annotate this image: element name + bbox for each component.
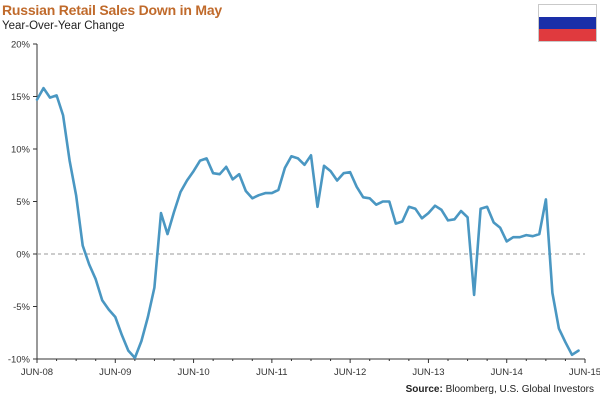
source-label: Source: bbox=[405, 384, 443, 395]
x-tick-label: JUN-15 bbox=[569, 367, 600, 378]
source-text: Bloomberg, U.S. Global Investors bbox=[442, 384, 594, 395]
flag-stripe-white bbox=[539, 5, 596, 17]
x-tick-label: JUN-12 bbox=[334, 367, 366, 378]
x-tick-label: JUN-09 bbox=[99, 367, 131, 378]
y-tick-label: 15% bbox=[11, 92, 31, 103]
flag-stripe-blue bbox=[539, 16, 596, 29]
x-tick-label: JUN-14 bbox=[491, 367, 523, 378]
x-tick-label: JUN-11 bbox=[256, 367, 288, 378]
source-note: Source: Bloomberg, U.S. Global Investors bbox=[406, 384, 594, 395]
x-tick-label: JUN-13 bbox=[412, 367, 444, 378]
y-tick-label: 0% bbox=[16, 250, 30, 261]
chart-subtitle: Year-Over-Year Change bbox=[2, 20, 125, 32]
chart-title: Russian Retail Sales Down in May bbox=[2, 2, 222, 18]
y-tick-label: 5% bbox=[16, 197, 30, 208]
y-tick-label: 20% bbox=[11, 40, 31, 51]
y-tick-label: 10% bbox=[11, 145, 31, 156]
retail-sales-series-line bbox=[35, 86, 580, 360]
y-tick-label: -5% bbox=[13, 302, 30, 313]
x-tick-label: JUN-08 bbox=[21, 367, 53, 378]
flag-stripe-red bbox=[539, 28, 596, 41]
y-tick-label: -10% bbox=[8, 355, 31, 366]
russia-flag-icon bbox=[538, 4, 597, 42]
x-tick-label: JUN-10 bbox=[177, 367, 209, 378]
